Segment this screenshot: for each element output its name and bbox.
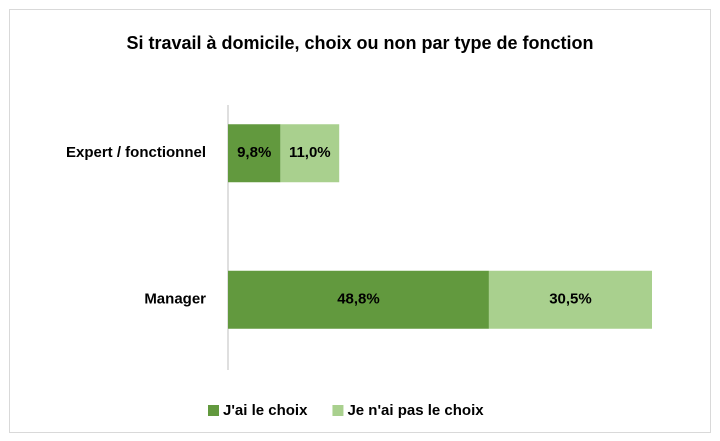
chart-frame (9, 9, 711, 433)
data-label: 48,8% (337, 291, 380, 308)
legend-swatch (208, 405, 219, 416)
chart-title: Si travail à domicile, choix ou non par … (126, 33, 593, 53)
bar-segment (228, 270, 489, 329)
legend-swatch (332, 405, 344, 416)
data-label: 11,0% (289, 144, 331, 161)
bar-segment (228, 124, 281, 183)
data-label: 9,8% (237, 144, 271, 161)
legend-label: Je n'ai pas le choix (347, 402, 484, 419)
bar-segment (488, 270, 652, 329)
y-tick-label: Manager (144, 291, 206, 308)
data-label: 30,5% (549, 291, 592, 308)
bar-segment (280, 124, 340, 183)
y-tick-label: Expert / fonctionnel (66, 144, 206, 161)
legend-label: J'ai le choix (223, 402, 308, 419)
